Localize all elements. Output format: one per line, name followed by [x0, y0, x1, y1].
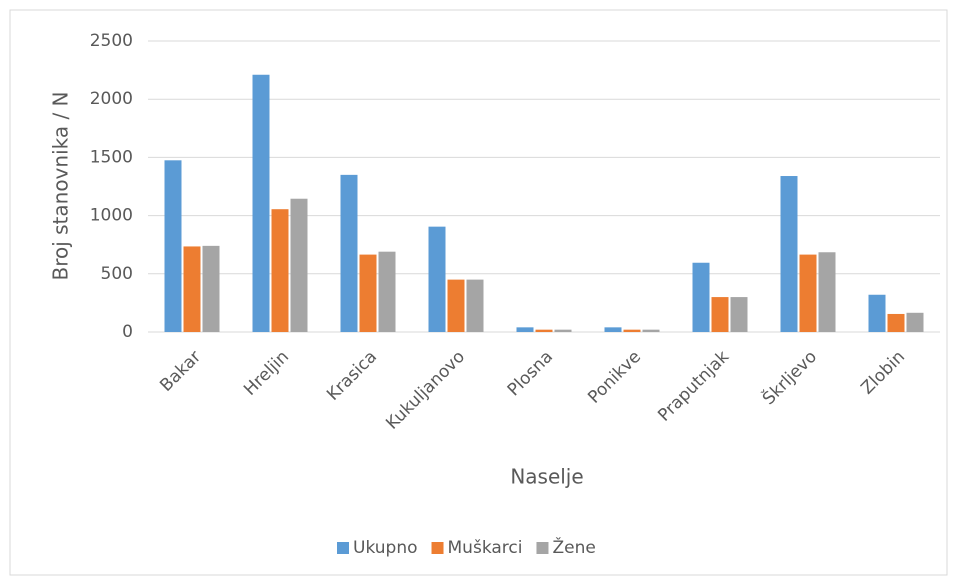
bar	[290, 198, 308, 332]
bar	[642, 329, 660, 332]
bar	[554, 329, 572, 332]
bar	[252, 74, 270, 333]
legend-label: Ukupno	[353, 538, 418, 558]
x-axis-title: Naselje	[510, 465, 583, 489]
bar	[692, 262, 710, 332]
y-tick-label: 1000	[90, 206, 133, 226]
bar	[535, 329, 553, 332]
bar	[906, 312, 924, 332]
bar	[516, 327, 534, 332]
legend-swatch	[337, 542, 349, 554]
legend-swatch	[536, 542, 549, 554]
y-tick-label: 500	[101, 264, 133, 284]
bar	[428, 226, 446, 332]
bar	[378, 251, 396, 332]
y-tick-label: 1500	[90, 147, 133, 167]
bar	[359, 254, 377, 332]
y-tick-label: 2000	[90, 89, 133, 109]
bar	[818, 252, 836, 332]
legend-label: Muškarci	[448, 538, 523, 558]
bar	[730, 297, 748, 332]
bar	[623, 329, 641, 332]
y-tick-label: 2500	[90, 31, 133, 51]
bar	[164, 160, 182, 332]
bar	[604, 327, 622, 332]
bar	[780, 176, 798, 332]
bar	[887, 313, 905, 332]
bar	[799, 254, 817, 332]
legend-swatch	[431, 542, 444, 554]
legend-label: Žene	[552, 536, 595, 558]
bar	[271, 209, 289, 332]
bar	[711, 297, 729, 332]
bar	[202, 245, 220, 332]
bar	[183, 246, 201, 332]
y-tick-label: 0	[122, 322, 133, 342]
bar	[466, 279, 484, 332]
y-axis-title: Broj stanovnika / N	[49, 91, 73, 280]
bar	[447, 279, 465, 332]
bar	[868, 294, 886, 332]
bar	[340, 174, 358, 332]
